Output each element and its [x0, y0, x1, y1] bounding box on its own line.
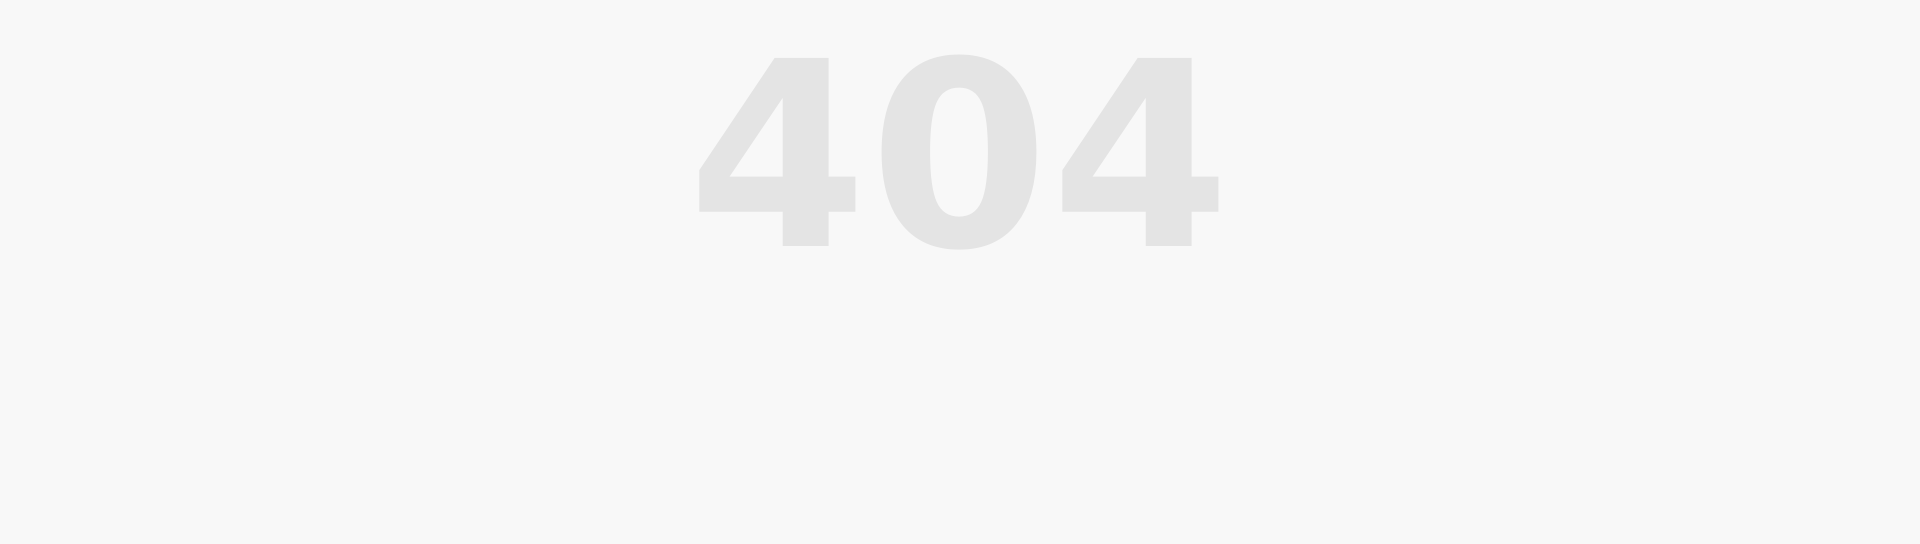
error-code-heading: 404 — [687, 7, 1233, 307]
